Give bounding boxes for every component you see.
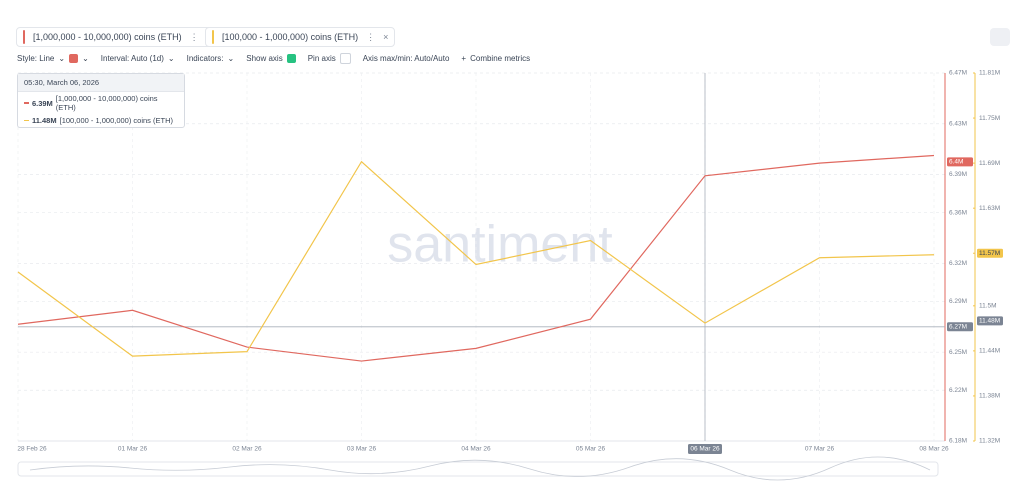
- x-tick-label: 01 Mar 26: [118, 446, 148, 453]
- metric-chip[interactable]: [1,000,000 - 10,000,000) coins (ETH) ⋮ ×: [16, 27, 219, 47]
- watermark: santiment: [387, 216, 613, 274]
- tooltip-series: [1,000,000 - 10,000,000) coins (ETH): [55, 94, 158, 112]
- x-tick-label: 08 Mar 26: [919, 446, 949, 453]
- metric-chip[interactable]: [100,000 - 1,000,000) coins (ETH) ⋮ ×: [205, 27, 396, 47]
- tooltip-date: 05:30, March 06, 2026: [18, 74, 184, 92]
- y-tick-label: 6.43M: [949, 120, 967, 127]
- chip-label: [100,000 - 1,000,000) coins (ETH): [222, 32, 359, 42]
- pin-axis-label: Pin axis: [307, 54, 336, 63]
- y2-tick-label: 11.69M: [979, 160, 1000, 167]
- checkbox[interactable]: [339, 53, 351, 64]
- tooltip-row: 11.48M [100,000 - 1,000,000) coins (ETH): [18, 114, 184, 127]
- tooltip: 05:30, March 06, 2026 6.39M [1,000,000 - …: [17, 73, 185, 128]
- y2-tick-label: 11.81M: [979, 70, 1000, 77]
- navigator-line: [29, 456, 931, 481]
- chip-menu[interactable]: ⋮: [189, 31, 199, 42]
- y2-tick-label: 11.44M: [979, 348, 1000, 355]
- indicators-select[interactable]: Indicators: ⌄: [186, 54, 235, 63]
- last-value-label: 6.4M: [949, 159, 963, 166]
- chip-color: [212, 30, 214, 44]
- chip-menu[interactable]: ⋮: [366, 31, 376, 42]
- x-tick-label: 28 Feb 26: [17, 446, 47, 453]
- y2-tick-label: 11.32M: [979, 438, 1000, 445]
- color-swatch[interactable]: [69, 54, 79, 63]
- combine-label: Combine metrics: [470, 54, 531, 63]
- x-tick-label: 04 Mar 26: [461, 446, 491, 453]
- style-label: Style: Line: [17, 54, 55, 63]
- show-axis-toggle[interactable]: Show axis: [246, 54, 296, 63]
- y-tick-label: 6.18M: [949, 438, 967, 445]
- y2-tick-label: 11.5M: [979, 303, 997, 310]
- toolbar: Style: Line ⌄ ⌄ Interval: Auto (1d) ⌄ In…: [17, 53, 530, 64]
- last-value-label: 11.57M: [979, 250, 1000, 257]
- y-tick-label: 6.39M: [949, 171, 967, 178]
- x-tick-label: 05 Mar 26: [576, 446, 606, 453]
- tooltip-row: 6.39M [1,000,000 - 10,000,000) coins (ETH…: [18, 92, 184, 114]
- y-tick-label: 6.22M: [949, 387, 967, 394]
- y2-tick-label: 11.38M: [979, 393, 1000, 400]
- interval-select[interactable]: Interval: Auto (1d) ⌄: [100, 54, 175, 63]
- y-tick-label: 6.25M: [949, 349, 967, 356]
- tooltip-series: [100,000 - 1,000,000) coins (ETH): [59, 116, 174, 125]
- tooltip-value: 11.48M: [32, 116, 57, 125]
- crosshair-label-bg: [977, 316, 1003, 326]
- x-label-highlight: [688, 444, 722, 454]
- axis-minmax[interactable]: Axis max/min: Auto/Auto: [363, 54, 450, 63]
- tooltip-value: 6.39M: [31, 98, 53, 108]
- interval-label: Interval: Auto (1d): [100, 54, 164, 63]
- pin-axis-toggle[interactable]: Pin axis: [308, 53, 351, 64]
- last-value-label-bg: [947, 157, 973, 167]
- legend-dash: [24, 119, 29, 122]
- crosshair-label: 11.48M: [979, 318, 1000, 325]
- navigator[interactable]: [17, 461, 939, 477]
- axis-minmax-label: Axis max/min: Auto/Auto: [362, 54, 450, 63]
- x-tick-label: 03 Mar 26: [347, 446, 377, 453]
- crosshair-label: 6.27M: [949, 324, 967, 331]
- chip-close[interactable]: ×: [383, 32, 389, 42]
- x-tick-label: 06 Mar 26: [690, 446, 720, 453]
- legend-dash: [24, 102, 29, 104]
- last-value-label-bg: [977, 248, 1003, 258]
- y-tick-label: 6.32M: [949, 260, 967, 267]
- indicators-label: Indicators:: [186, 54, 224, 63]
- y-tick-label: 6.36M: [949, 209, 967, 216]
- chip-color: [23, 30, 25, 44]
- combine-metrics[interactable]: + Combine metrics: [461, 54, 531, 63]
- settings-button[interactable]: [990, 28, 1010, 46]
- x-tick-label: 07 Mar 26: [805, 446, 835, 453]
- y-tick-label: 6.47M: [949, 70, 967, 77]
- chip-label: [1,000,000 - 10,000,000) coins (ETH): [33, 32, 182, 42]
- show-axis-label: Show axis: [246, 54, 283, 63]
- y2-tick-label: 11.75M: [979, 115, 1000, 122]
- x-tick-label: 02 Mar 26: [232, 446, 262, 453]
- series-line: [17, 154, 935, 362]
- crosshair-label-bg: [947, 322, 973, 332]
- checkbox[interactable]: [286, 54, 296, 63]
- series-line: [17, 160, 935, 357]
- y-tick-label: 6.29M: [949, 298, 967, 305]
- y2-tick-label: 11.63M: [979, 205, 1000, 212]
- style-select[interactable]: Style: Line ⌄ ⌄: [17, 54, 89, 63]
